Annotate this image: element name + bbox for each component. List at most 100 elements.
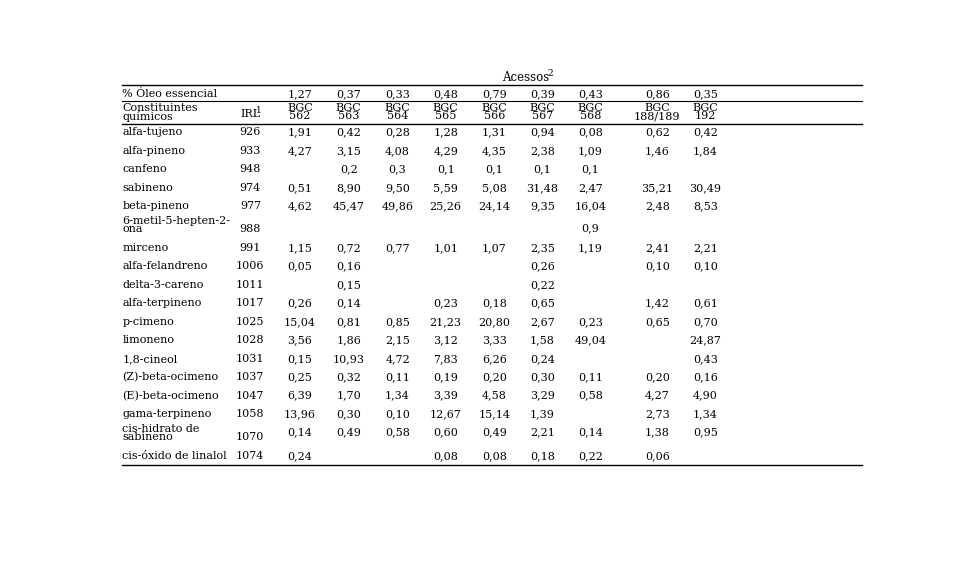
Text: 0,48: 0,48: [433, 89, 458, 99]
Text: 15,04: 15,04: [283, 317, 316, 327]
Text: 0,22: 0,22: [579, 451, 603, 461]
Text: 0,94: 0,94: [530, 127, 554, 138]
Text: 0,26: 0,26: [287, 298, 312, 309]
Text: p-cimeno: p-cimeno: [122, 317, 174, 327]
Text: 974: 974: [239, 183, 261, 193]
Text: ona: ona: [122, 223, 143, 233]
Text: 16,04: 16,04: [575, 201, 606, 212]
Text: 1028: 1028: [236, 335, 264, 345]
Text: 0,61: 0,61: [693, 298, 718, 309]
Text: 0,39: 0,39: [530, 89, 554, 99]
Text: 13,96: 13,96: [283, 409, 316, 419]
Text: 0,19: 0,19: [433, 372, 458, 382]
Text: 948: 948: [239, 164, 261, 174]
Text: 49,04: 49,04: [575, 335, 606, 345]
Text: 30,49: 30,49: [689, 183, 722, 193]
Text: 1031: 1031: [236, 354, 264, 364]
Text: 0,43: 0,43: [693, 354, 718, 364]
Text: IRL: IRL: [240, 109, 260, 119]
Text: 0,3: 0,3: [388, 164, 407, 174]
Text: 0,05: 0,05: [287, 261, 312, 271]
Text: 1006: 1006: [236, 261, 264, 271]
Text: 1,38: 1,38: [645, 428, 670, 438]
Text: 1,70: 1,70: [336, 391, 361, 400]
Text: 1,01: 1,01: [433, 243, 458, 253]
Text: 564: 564: [387, 111, 408, 121]
Text: limoneno: limoneno: [122, 335, 175, 345]
Text: 21,23: 21,23: [430, 317, 461, 327]
Text: 15,14: 15,14: [479, 409, 510, 419]
Text: BGC: BGC: [530, 103, 555, 113]
Text: 0,15: 0,15: [287, 354, 312, 364]
Text: 8,90: 8,90: [336, 183, 361, 193]
Text: 0,10: 0,10: [693, 261, 718, 271]
Text: 1,91: 1,91: [287, 127, 312, 138]
Text: 0,14: 0,14: [287, 428, 312, 438]
Text: 4,35: 4,35: [482, 146, 506, 156]
Text: 0,14: 0,14: [336, 298, 361, 309]
Text: 0,18: 0,18: [482, 298, 506, 309]
Text: 2,67: 2,67: [530, 317, 554, 327]
Text: 0,70: 0,70: [693, 317, 718, 327]
Text: 0,11: 0,11: [579, 372, 603, 382]
Text: 192: 192: [695, 111, 716, 121]
Text: 3,29: 3,29: [530, 391, 554, 400]
Text: 0,65: 0,65: [645, 317, 670, 327]
Text: 3,56: 3,56: [287, 335, 312, 345]
Text: 0,08: 0,08: [579, 127, 603, 138]
Text: 1070: 1070: [236, 431, 264, 442]
Text: BGC: BGC: [644, 103, 670, 113]
Text: 10,93: 10,93: [333, 354, 365, 364]
Text: 4,27: 4,27: [287, 146, 312, 156]
Text: 4,72: 4,72: [385, 354, 410, 364]
Text: 1,19: 1,19: [579, 243, 603, 253]
Text: 1,27: 1,27: [287, 89, 312, 99]
Text: 0,18: 0,18: [530, 451, 554, 461]
Text: 1,39: 1,39: [530, 409, 554, 419]
Text: 6,39: 6,39: [287, 391, 312, 400]
Text: 1,84: 1,84: [693, 146, 718, 156]
Text: Acessos: Acessos: [503, 71, 550, 84]
Text: 3,39: 3,39: [433, 391, 458, 400]
Text: 0,28: 0,28: [385, 127, 410, 138]
Text: 0,16: 0,16: [693, 372, 718, 382]
Text: 0,06: 0,06: [645, 451, 670, 461]
Text: BGC: BGC: [481, 103, 507, 113]
Text: 568: 568: [579, 111, 602, 121]
Text: 0,1: 0,1: [436, 164, 455, 174]
Text: 5,08: 5,08: [482, 183, 506, 193]
Text: 20,80: 20,80: [479, 317, 510, 327]
Text: 45,47: 45,47: [333, 201, 364, 212]
Text: 0,08: 0,08: [482, 451, 506, 461]
Text: 4,29: 4,29: [433, 146, 458, 156]
Text: 0,16: 0,16: [336, 261, 361, 271]
Text: 1,31: 1,31: [482, 127, 506, 138]
Text: 0,20: 0,20: [482, 372, 506, 382]
Text: 0,49: 0,49: [336, 428, 361, 438]
Text: 926: 926: [239, 127, 261, 138]
Text: 24,14: 24,14: [479, 201, 510, 212]
Text: 0,49: 0,49: [482, 428, 506, 438]
Text: 1,28: 1,28: [433, 127, 458, 138]
Text: 9,50: 9,50: [385, 183, 410, 193]
Text: 1,58: 1,58: [530, 335, 554, 345]
Text: 1,34: 1,34: [693, 409, 718, 419]
Text: 0,20: 0,20: [645, 372, 670, 382]
Text: 35,21: 35,21: [641, 183, 674, 193]
Text: 0,14: 0,14: [579, 428, 603, 438]
Text: 1037: 1037: [236, 372, 264, 382]
Text: 1025: 1025: [236, 317, 264, 327]
Text: 0,51: 0,51: [287, 183, 312, 193]
Text: 0,81: 0,81: [336, 317, 361, 327]
Text: 2,21: 2,21: [693, 243, 718, 253]
Text: 188/189: 188/189: [634, 111, 680, 121]
Text: 2,38: 2,38: [530, 146, 554, 156]
Text: BGC: BGC: [432, 103, 458, 113]
Text: 0,23: 0,23: [579, 317, 603, 327]
Text: BGC: BGC: [692, 103, 718, 113]
Text: 0,23: 0,23: [433, 298, 458, 309]
Text: 563: 563: [338, 111, 359, 121]
Text: 6,26: 6,26: [482, 354, 506, 364]
Text: 9,35: 9,35: [530, 201, 554, 212]
Text: 0,25: 0,25: [287, 372, 312, 382]
